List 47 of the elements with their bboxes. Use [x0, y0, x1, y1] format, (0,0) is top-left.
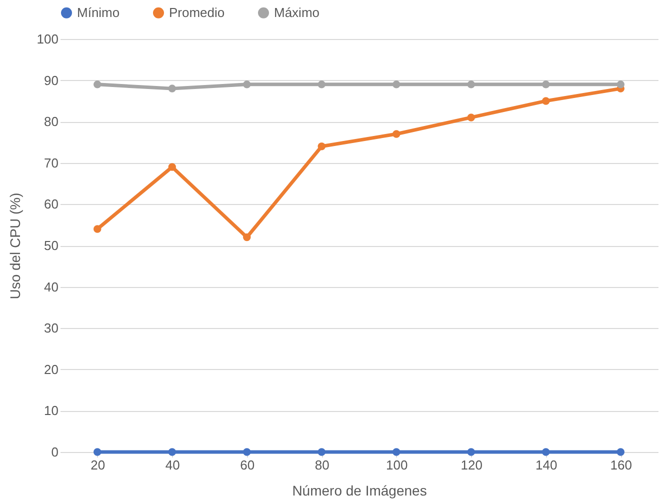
x-tick-label: 160	[610, 458, 632, 472]
point	[243, 80, 251, 88]
point	[467, 448, 475, 456]
point	[168, 84, 176, 92]
point	[542, 97, 550, 105]
y-tick-label: 20	[44, 362, 58, 377]
x-axis-title: Número de Imágenes	[292, 482, 427, 498]
point	[542, 448, 550, 456]
point	[318, 142, 326, 150]
point	[168, 163, 176, 171]
point	[616, 80, 624, 88]
x-tick-label: 100	[386, 458, 408, 472]
point	[542, 80, 550, 88]
legend-label: Máximo	[274, 4, 320, 20]
point	[94, 225, 102, 233]
point	[392, 448, 400, 456]
point	[94, 80, 102, 88]
y-tick-label: 40	[44, 279, 58, 294]
y-tick-label: 70	[44, 155, 58, 170]
point	[318, 448, 326, 456]
point	[243, 233, 251, 242]
point	[94, 448, 102, 456]
x-tick-label: 140	[536, 458, 558, 472]
y-tick-label: 30	[44, 320, 58, 336]
point	[168, 448, 176, 456]
y-axis-title: Uso del CPU (%)	[6, 192, 23, 300]
x-tick-label: 80	[314, 458, 330, 472]
x-tick-label: 20	[90, 458, 106, 472]
legend-label: Mínimo	[77, 4, 120, 20]
y-tick-label: 60	[44, 196, 58, 212]
point	[243, 448, 251, 456]
point	[318, 80, 326, 88]
legend-label: Promedio	[169, 4, 225, 20]
x-tick-label: 120	[460, 458, 482, 472]
point	[616, 448, 624, 456]
y-tick-label: 50	[44, 238, 58, 253]
x-tick-label: 60	[240, 458, 255, 472]
y-tick-label: 90	[44, 72, 58, 88]
point	[392, 80, 400, 88]
point	[467, 80, 475, 88]
y-tick-label: 80	[44, 114, 58, 130]
y-tick-label: 0	[51, 444, 58, 460]
y-tick-label: 10	[44, 403, 58, 418]
x-tick-label: 40	[165, 458, 180, 472]
point	[392, 130, 400, 138]
point	[467, 114, 475, 122]
y-tick-label: 100	[36, 32, 58, 46]
